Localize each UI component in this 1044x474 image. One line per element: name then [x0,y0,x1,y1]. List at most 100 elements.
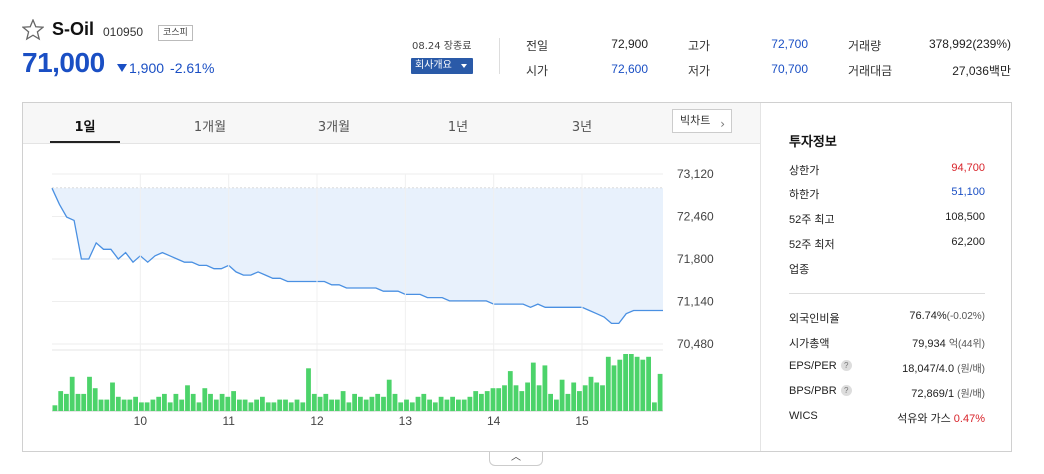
bps-pbr-value: 72,869/1 [911,388,955,400]
info-row: 업종 [789,261,985,277]
market-cap-rank: 억(44위) [948,339,985,350]
volume-bar [288,402,294,411]
volume-bar [208,393,213,411]
volume-bar [173,393,179,411]
volume-bar [490,388,496,411]
stat-value: 72,600 [611,62,648,76]
volume-bar [162,393,167,411]
y-tick-label: 72,460 [677,210,714,224]
volume-bar [156,396,162,412]
volume-bar [110,382,115,411]
eps-per-label: EPS/PER [789,360,837,372]
volume-bar [231,391,236,411]
fold-toggle-button[interactable]: ︿ [489,452,543,466]
info-label: 52주 최저 [789,239,835,251]
info-value: 62,200 [951,236,985,248]
help-icon[interactable]: ? [840,385,852,396]
volume-bar [582,385,588,411]
info-label: 시가총액 [789,338,830,350]
divider [789,293,985,294]
favorite-star-icon[interactable] [22,19,44,41]
volume-bar [657,373,663,411]
tab-3year[interactable]: 3년 [571,120,593,135]
x-tick-label: 13 [399,414,413,428]
wics-sector-change: 0.47% [953,413,985,425]
divider [499,38,500,74]
volume-bar [323,393,329,411]
stock-code: 010950 [103,25,144,39]
volume-bar [519,391,525,411]
info-value: 94,700 [951,162,985,174]
volume-bar [542,365,548,411]
info-value: 76.74%(-0.02%) [909,310,985,322]
change-percent: -2.61% [170,60,215,76]
volume-bar [473,391,479,411]
x-tick-label: 12 [310,414,324,428]
big-chart-button[interactable]: 빅차트 › [672,109,732,133]
x-tick-label: 15 [575,414,589,428]
volume-bar [346,402,352,411]
volume-bar [369,396,375,412]
volume-bar [427,399,432,411]
current-price: 71,000 [22,47,105,78]
investment-info-panel: 투자정보 상한가 94,700 하한가 51,100 52주 최고 108,50… [760,103,1012,451]
volume-bar [277,399,283,411]
volume-bar [496,388,502,411]
info-value: 79,934 억(44위) [912,335,985,350]
stat-label: 고가 [688,39,711,53]
volume-bar [421,393,427,411]
y-tick-label: 71,800 [677,252,714,266]
stat-value: 72,700 [771,37,808,51]
volume-bar [392,393,398,411]
volume-bar [456,399,461,411]
tab-3month[interactable]: 3개월 [317,120,351,135]
volume-bar [64,393,69,411]
info-row: 상한가 94,700 [789,162,985,178]
market-status: 08.24 장종료 [412,41,472,52]
y-tick-label: 73,120 [677,167,714,181]
info-label: 상한가 [789,165,820,177]
volume-bar [196,402,202,411]
company-overview-button[interactable]: 회사개요 [411,58,473,74]
volume-bar [121,399,127,411]
volume-bar [248,402,254,411]
volume-bar [438,396,444,412]
volume-bar [133,396,138,412]
volume-bar [617,359,623,411]
volume-bar [628,354,634,411]
volume-bar [167,402,173,411]
tab-1day[interactable]: 1일 [74,120,96,135]
volume-bar [334,399,340,411]
volume-bar [104,399,110,411]
info-value: 72,869/1 (원/배) [911,385,985,400]
volume-bar [150,399,156,411]
x-tick-label: 10 [134,414,148,428]
volume-bar [409,402,415,411]
help-icon[interactable]: ? [840,360,852,371]
y-tick-label: 70,480 [677,337,714,351]
stat-label: 저가 [688,64,711,78]
volume-bar [386,379,392,412]
wics-sector[interactable]: 석유와 가스 [897,413,951,425]
info-row: 하한가 51,100 [789,186,985,202]
stat-value: 72,900 [611,37,648,51]
volume-bar [634,356,640,411]
volume-bar [398,402,404,411]
volume-bar [479,393,484,411]
chevron-up-icon: ︿ [511,452,521,463]
volume-bar [640,359,646,411]
market-cap: 79,934 [912,338,946,350]
investment-info-title: 투자정보 [789,135,837,150]
info-value: 108,500 [945,211,985,223]
volume-bar [352,393,357,411]
volume-bar [237,399,242,411]
company-overview-label: 회사개요 [415,60,452,71]
volume-bar [202,388,208,411]
tab-1month[interactable]: 1개월 [193,120,227,135]
x-tick-label: 14 [487,414,501,428]
info-row: EPS/PER? 18,047/4.0 (원/배) [789,360,985,376]
volume-bar [294,399,300,411]
info-label: BPS/PBR? [789,385,852,397]
tab-1year[interactable]: 1년 [447,120,469,135]
info-label: 외국인비율 [789,313,840,325]
